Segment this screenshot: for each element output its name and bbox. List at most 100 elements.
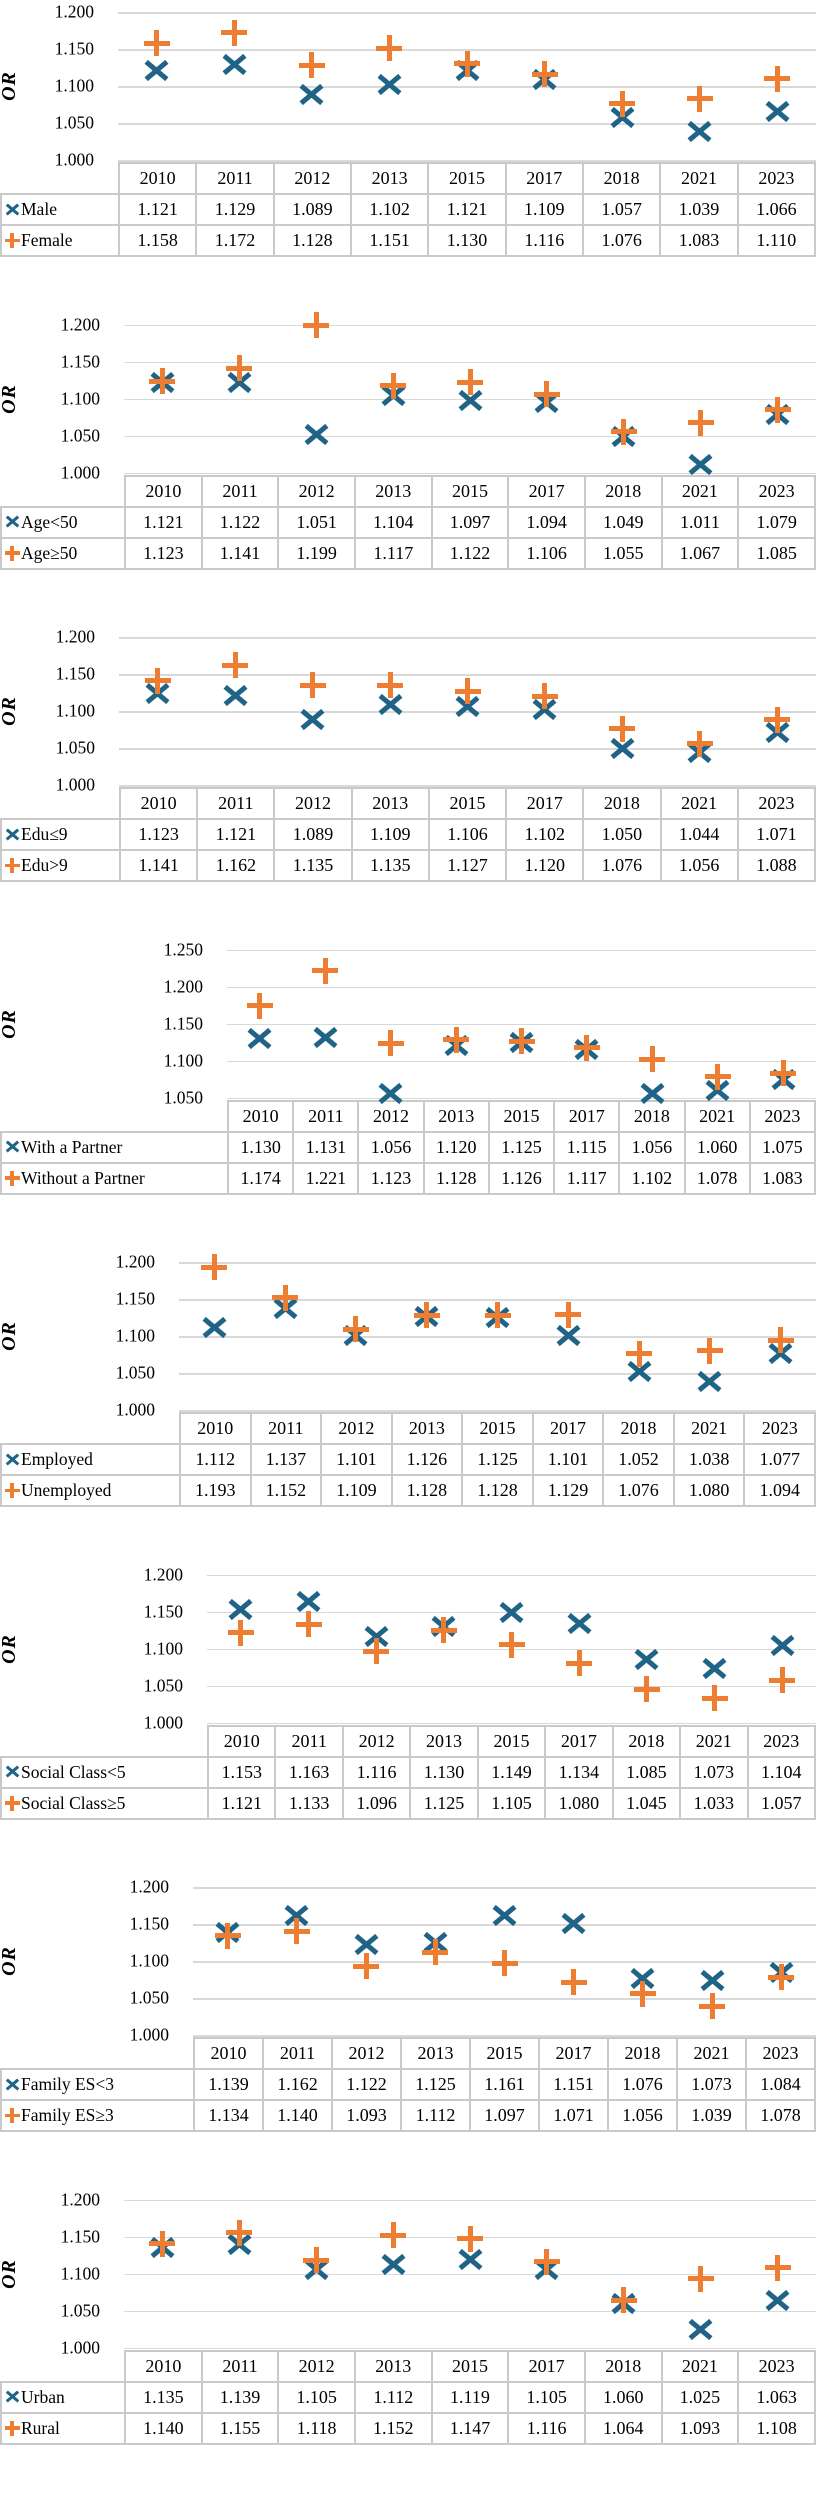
value-cell: 1.078 — [745, 2099, 816, 2132]
legend: Female — [3, 230, 117, 251]
year-header-cell: 2017 — [507, 2349, 586, 2383]
y-tick-label: 1.150 — [55, 663, 95, 684]
value-cell: 1.139 — [200, 2380, 280, 2414]
series-name: Without a Partner — [21, 1167, 145, 1188]
year-header-cell: 2011 — [274, 1724, 344, 1758]
gridline — [193, 1887, 816, 1889]
legend-cell: Family ES<3 — [0, 2068, 195, 2101]
plot-area — [227, 938, 816, 1100]
value-cell: 1.121 — [427, 193, 507, 226]
value-cell: 1.039 — [676, 2099, 747, 2132]
value-cell: 1.060 — [583, 2380, 663, 2414]
legend: Social Class<5 — [3, 1761, 206, 1783]
value-cell: 1.105 — [476, 1786, 547, 1820]
or-scatter-panel: OR 1.200 1.150 1.100 1.050 1.000 2010 2011 2012 2… — [0, 1875, 823, 2188]
or-scatter-panel: OR 1.250 1.200 1.150 1.100 1.050 2010 2011 2012 2… — [0, 938, 823, 1251]
value-cell: 1.155 — [200, 2411, 280, 2445]
year-header-cell: 2021 — [659, 162, 739, 195]
year-header-cell: 2010 — [179, 1412, 252, 1445]
series-name: Female — [21, 230, 73, 250]
gridline — [124, 472, 816, 474]
data-table: 2010 2011 2012 2013 2015 2017 2018 2021 2023 Soci… — [0, 1724, 816, 1820]
data-table: 2010 2011 2012 2013 2015 2017 2018 2021 2023 With… — [0, 1099, 817, 1195]
series-name: Social Class<5 — [21, 1761, 126, 1782]
value-cell: 1.106 — [427, 818, 508, 851]
plot-area — [207, 1563, 816, 1725]
year-header-cell: 2015 — [476, 1724, 547, 1758]
y-tick-label: 1.000 — [129, 2024, 169, 2045]
year-header-cell: 2015 — [427, 787, 508, 820]
value-cell: 1.078 — [683, 1161, 751, 1195]
year-header-cell: 2018 — [583, 474, 663, 508]
year-header-cell: 2010 — [226, 1099, 295, 1133]
y-axis-title: OR — [0, 1321, 20, 1351]
year-header-cell: 2011 — [292, 1099, 360, 1133]
y-tick-label: 1.100 — [60, 388, 100, 408]
value-cell: 1.094 — [743, 1474, 816, 1507]
series-row: Rural 1.140 1.155 1.118 1.152 1.147 1.116 1.064… — [0, 2411, 816, 2445]
year-header-cell: 2011 — [200, 2349, 280, 2383]
series-row: Without a Partner 1.174 1.221 1.123 1.128 1.1… — [0, 1161, 817, 1195]
value-cell: 1.083 — [748, 1161, 817, 1195]
value-cell: 1.076 — [582, 849, 662, 882]
year-header-row: 2010 2011 2012 2013 2015 2017 2018 2021 2023 — [1, 162, 817, 195]
y-tick-label: 1.000 — [55, 774, 95, 795]
year-header-cell: 2017 — [505, 787, 585, 820]
y-axis-gutter: OR 1.200 1.150 1.100 1.050 1.000 — [0, 625, 119, 795]
legend: Employed — [3, 1449, 178, 1470]
year-header-cell: 2017 — [553, 1099, 621, 1133]
value-cell: 1.066 — [736, 193, 817, 226]
year-header-cell: 2017 — [531, 1412, 605, 1445]
gridline — [124, 2273, 816, 2275]
value-cell: 1.038 — [672, 1443, 746, 1476]
legend: Without a Partner — [3, 1167, 226, 1189]
value-cell: 1.151 — [349, 224, 430, 257]
value-cell: 1.193 — [179, 1474, 252, 1507]
value-cell: 1.135 — [350, 849, 430, 882]
x-marker-icon — [4, 1764, 20, 1780]
value-cell: 1.080 — [544, 1786, 614, 1820]
legend-cell: Rural — [0, 2411, 126, 2445]
legend-cell: Urban — [0, 2380, 126, 2414]
year-header-cell: 2023 — [736, 162, 817, 195]
chart-area: OR 1.200 1.150 1.100 1.050 1.000 — [0, 625, 816, 795]
legend: Rural — [3, 2418, 123, 2439]
y-tick-label: 1.100 — [129, 1950, 169, 1971]
x-marker-icon — [4, 202, 20, 218]
y-tick-label: 1.000 — [143, 1712, 183, 1732]
value-cell: 1.077 — [743, 1443, 816, 1476]
series-row: Employed 1.112 1.137 1.101 1.126 1.125 1.101 1.… — [0, 1443, 816, 1476]
y-tick-label: 1.050 — [143, 1675, 183, 1695]
value-cell: 1.120 — [505, 849, 585, 882]
plot-area — [118, 0, 816, 162]
data-table: 2010 2011 2012 2013 2015 2017 2018 2021 2023 Empl… — [0, 1412, 816, 1507]
value-cell: 1.079 — [737, 505, 816, 539]
y-tick-label: 1.200 — [54, 1, 94, 22]
legend: Family ES<3 — [3, 2074, 192, 2095]
y-tick-label: 1.150 — [115, 1288, 155, 1309]
year-header-cell: 2021 — [659, 787, 739, 820]
value-cell: 1.141 — [118, 849, 199, 882]
series-row: Age<50 1.121 1.122 1.051 1.104 1.097 1.094 1.04… — [0, 505, 816, 539]
value-cell: 1.163 — [274, 1755, 344, 1789]
value-cell: 1.093 — [331, 2099, 402, 2132]
value-cell: 1.011 — [660, 505, 740, 539]
year-header-cell: 2012 — [272, 162, 352, 195]
y-tick-label: 1.150 — [163, 1013, 203, 1033]
value-cell: 1.135 — [124, 2380, 203, 2414]
or-scatter-panel: OR 1.200 1.150 1.100 1.050 1.000 2010 2011 2012 2… — [0, 1250, 823, 1563]
legend-cell: Female — [0, 224, 120, 257]
value-cell: 1.071 — [736, 818, 817, 851]
y-axis-gutter: OR 1.200 1.150 1.100 1.050 1.000 — [0, 1250, 179, 1420]
gridline — [118, 49, 816, 51]
year-header-cell: 2013 — [353, 2349, 433, 2383]
value-cell: 1.123 — [124, 536, 203, 570]
value-cell: 1.109 — [504, 193, 584, 226]
value-cell: 1.128 — [461, 1474, 534, 1507]
series-row: Family ES<3 1.139 1.162 1.122 1.125 1.161 1.15… — [0, 2068, 816, 2101]
legend: Male — [3, 199, 117, 220]
legend-cell: Age<50 — [0, 505, 126, 539]
y-axis-gutter: OR 1.200 1.150 1.100 1.050 1.000 — [0, 313, 124, 482]
year-header-cell: 2015 — [430, 2349, 510, 2383]
year-header-cell: 2011 — [200, 474, 280, 508]
